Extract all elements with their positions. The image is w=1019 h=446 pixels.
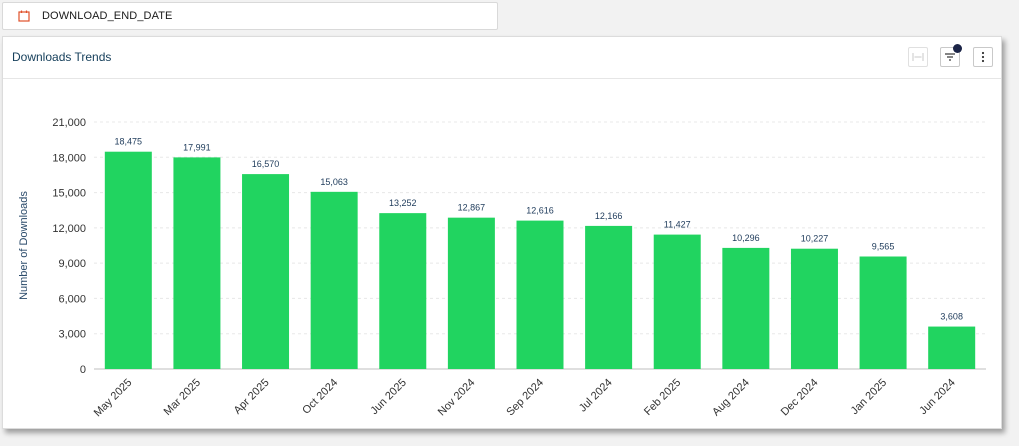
data-label: 10,227 [801,234,829,244]
data-label: 12,166 [595,211,623,221]
filter-icon [945,53,955,61]
y-axis-ticks: 0 3,000 6,000 9,000 12,000 15,000 18,000 21,000 [52,117,86,376]
bar[interactable] [173,157,221,369]
bar[interactable] [722,247,770,369]
x-tick-label: Aug 2024 [710,377,752,419]
x-tick-label: Dec 2024 [779,377,821,419]
more-options-button[interactable] [973,47,993,67]
y-tick-label: 9,000 [58,258,86,270]
y-tick-label: 6,000 [58,293,86,305]
y-tick-label: 21,000 [52,117,86,129]
chart-filter-button[interactable] [940,44,962,67]
downloads-trends-card: Downloads Trends [2,36,1002,429]
y-tick-label: 12,000 [52,223,86,235]
card-header: Downloads Trends [3,37,1001,79]
bar[interactable] [928,326,976,369]
bar[interactable] [447,217,495,369]
y-tick-label: 18,000 [52,152,86,164]
data-label: 12,867 [458,203,486,213]
bar[interactable] [859,256,907,369]
data-label: 17,991 [183,142,211,152]
bar[interactable] [516,220,564,369]
data-label: 9,565 [872,241,895,251]
card-title: Downloads Trends [12,50,112,64]
data-label: 12,616 [526,206,554,216]
active-filter-badge [953,44,962,53]
x-tick-label: Jul 2024 [577,377,615,415]
x-axis-labels: May 2025 Mar 2025 Apr 2025 Oct 2024 Jun 2025… [92,377,958,420]
x-tick-label: Apr 2025 [232,377,272,417]
bar[interactable] [379,213,427,369]
y-tick-label: 3,000 [58,329,86,341]
fit-width-icon [912,53,924,61]
x-tick-label: Jan 2025 [849,377,889,417]
data-label: 18,475 [115,137,143,147]
data-label: 11,427 [664,220,691,230]
fit-width-button[interactable] [908,47,928,67]
date-filter-chip[interactable]: DOWNLOAD_END_DATE [2,2,498,30]
data-label: 10,296 [732,233,760,243]
data-label: 13,252 [389,198,417,208]
bar[interactable] [585,225,633,369]
y-tick-label: 0 [80,364,86,376]
x-tick-label: May 2025 [92,377,135,420]
data-label: 16,570 [252,159,280,169]
more-vertical-icon [981,51,985,63]
bar[interactable] [653,234,701,369]
data-labels: 18,475 17,991 16,570 15,063 13,252 12,867 12,6… [115,137,963,322]
filter-label: DOWNLOAD_END_DATE [42,10,173,22]
downloads-bar-chart: 0 3,000 6,000 9,000 12,000 15,000 18,000 21,000… [18,117,986,420]
bar[interactable] [104,151,152,369]
calendar-icon [18,10,30,22]
bars [104,151,976,369]
x-tick-label: Mar 2025 [162,377,203,418]
y-axis-title: Number of Downloads [18,191,30,300]
y-tick-label: 15,000 [52,188,86,200]
data-label: 15,063 [320,177,348,187]
bar[interactable] [242,174,290,369]
data-label: 3,608 [940,312,963,322]
bar[interactable] [310,191,358,369]
x-tick-label: Jun 2025 [368,377,408,417]
x-tick-label: Feb 2025 [642,377,683,418]
bar[interactable] [790,248,838,369]
x-tick-label: Nov 2024 [436,377,478,419]
x-tick-label: Sep 2024 [504,377,546,419]
x-tick-label: Oct 2024 [300,377,340,417]
x-tick-label: Jun 2024 [917,377,957,417]
